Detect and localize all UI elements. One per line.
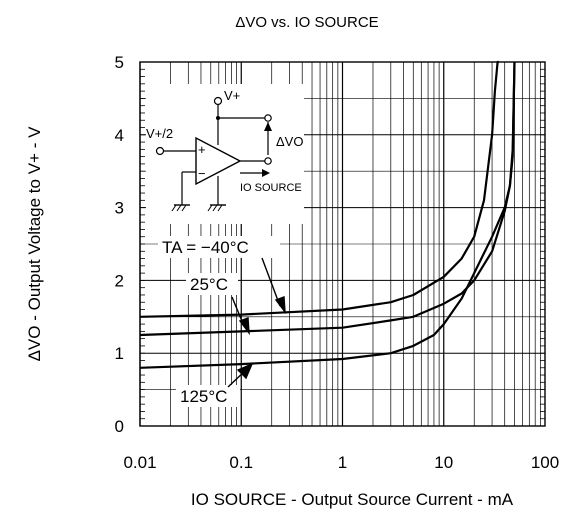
ground-left-hatch-3 <box>181 204 187 212</box>
x-tick-label: 0.1 <box>229 453 253 472</box>
series-layer <box>139 60 516 369</box>
y-tick-label: 2 <box>115 271 124 290</box>
y-tick-label: 3 <box>115 199 124 218</box>
x-tick-label: 100 <box>531 453 559 472</box>
arrow-125-head <box>236 362 254 380</box>
ground-right-hatch-2 <box>212 204 218 212</box>
pointer-arrows <box>227 257 286 388</box>
vhalf-label: V+/2 <box>146 126 173 141</box>
series-line-0 <box>139 60 499 318</box>
y-tick-label: 5 <box>115 53 124 72</box>
vo-top-terminal <box>264 114 272 122</box>
inset-schematic: V+ V+/2 + − ΔVO IO SOURCE <box>146 84 304 224</box>
curve-label-minus40: TA = −40°C <box>162 238 249 257</box>
chart-title: ΔVO vs. IO SOURCE <box>235 14 378 31</box>
x-axis-label: IO SOURCE - Output Source Current - mA <box>191 490 514 509</box>
ground-left-hatch-2 <box>176 204 182 212</box>
delta-vo-label: ΔVO <box>276 134 303 149</box>
label-bg-minus40 <box>158 236 280 258</box>
label-bg-125 <box>176 385 240 407</box>
label-bg-25 <box>186 273 238 295</box>
plus-input-label: + <box>198 142 206 157</box>
ground-right-hatch-3 <box>217 204 223 212</box>
x-tick-label: 0.01 <box>123 453 156 472</box>
y-axis-label: ΔVO - Output Voltage to V+ - V <box>25 126 44 361</box>
io-source-label: IO SOURCE <box>240 182 302 194</box>
vo-bottom-terminal <box>264 157 272 165</box>
vhalf-terminal <box>155 146 165 156</box>
plot-frame <box>139 61 546 427</box>
io-arrowhead <box>262 169 270 177</box>
vplus-node <box>216 116 220 120</box>
y-tick-label: 0 <box>115 417 124 436</box>
x-tick-label: 10 <box>434 453 453 472</box>
curve-label-125: 125°C <box>180 387 227 406</box>
vplus-terminal <box>213 96 223 106</box>
delta-vo-arrowhead <box>264 122 272 131</box>
ground-right-hatch-1 <box>207 204 213 212</box>
curve-label-25: 25°C <box>190 275 228 294</box>
arrow-25-head <box>238 317 250 336</box>
y-tick-label: 4 <box>115 126 124 145</box>
minus-input-label: − <box>198 166 206 181</box>
ground-left-hatch-1 <box>171 204 177 212</box>
y-tick-label: 1 <box>115 344 124 363</box>
x-tick-label: 1 <box>338 453 347 472</box>
series-line-2 <box>139 61 516 369</box>
opamp-symbol <box>195 136 242 186</box>
tick-layer: 0.01 0.1 1 10 100 0 1 2 3 4 5 <box>115 53 560 472</box>
arrow-minus40-line <box>261 257 281 307</box>
vplus-label: V+ <box>224 88 240 103</box>
arrow-minus40-head <box>274 296 286 315</box>
